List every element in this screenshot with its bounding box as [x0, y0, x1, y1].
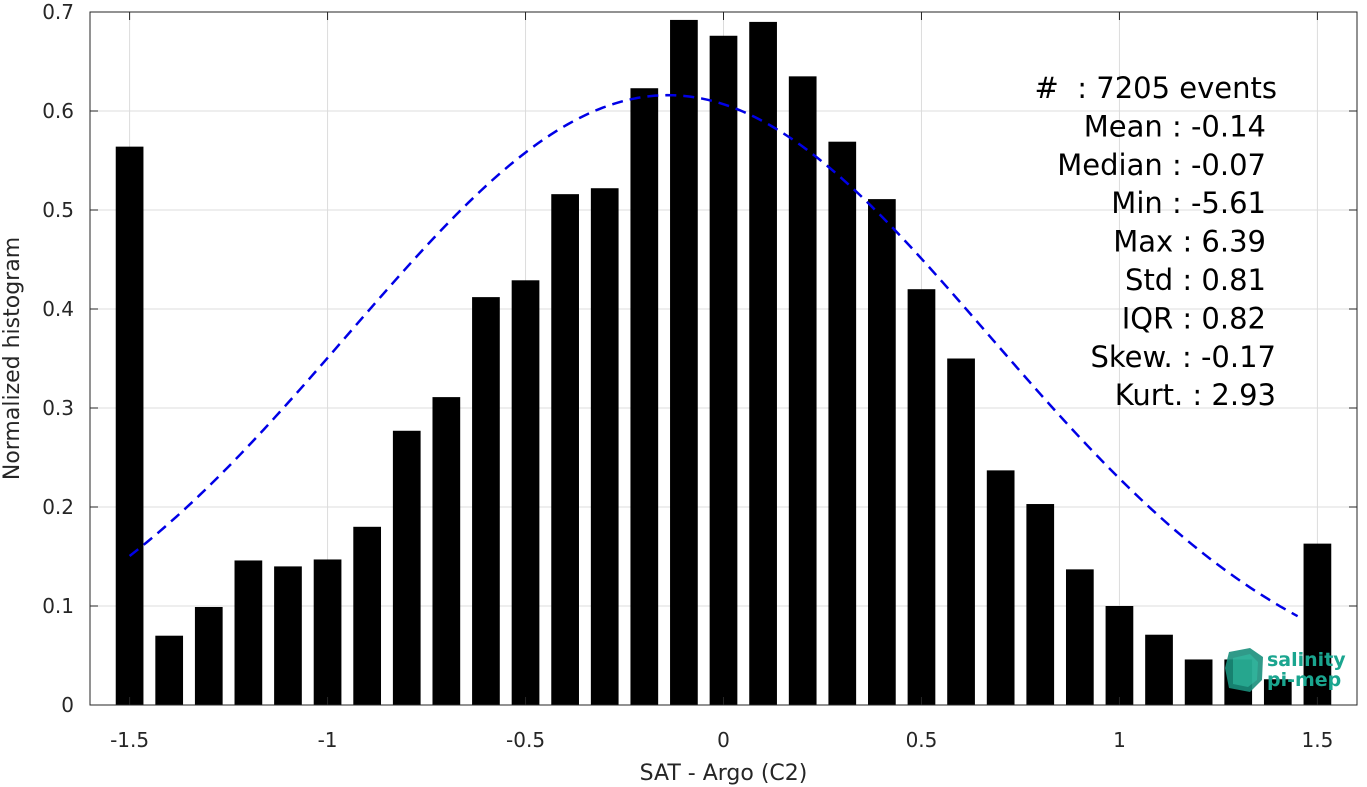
salinity-pimep-logo: salinity pi-mep	[1225, 648, 1346, 692]
bar-13	[630, 88, 659, 706]
bar-10	[511, 280, 540, 705]
bar-27	[1184, 659, 1213, 705]
bar-29	[1263, 679, 1292, 705]
bar-7	[392, 430, 421, 705]
bar-20	[907, 289, 936, 705]
x-tick-label-0: -1.5	[110, 728, 149, 752]
bar-18	[828, 141, 857, 705]
y-tick-label-6: 0.6	[42, 99, 74, 123]
y-tick-label-3: 0.3	[42, 396, 74, 420]
y-tick-labels: 0 0.1 0.2 0.3 0.4 0.5 0.6 0.7	[42, 0, 74, 717]
y-tick-label-5: 0.5	[42, 198, 74, 222]
x-tick-label-2: -0.5	[506, 728, 545, 752]
stats-box: # : 7205 events Mean : -0.14 Median : -0.0…	[1035, 71, 1277, 412]
x-tick-label-5: 1	[1113, 728, 1126, 752]
bar-24	[1065, 569, 1094, 705]
bar-21	[947, 358, 975, 705]
y-tick-label-0: 0	[61, 693, 74, 717]
stat-line-0: # : 7205 events	[1035, 71, 1277, 105]
bar-22	[986, 470, 1015, 705]
stat-line-3: Min : -5.61	[1111, 186, 1266, 220]
bar-19	[868, 199, 896, 706]
y-axis-label: Normalized histogram	[0, 237, 25, 480]
stat-line-1: Mean : -0.14	[1084, 109, 1266, 143]
bar-9	[472, 297, 500, 705]
bar-5	[313, 559, 342, 705]
x-axis-label: SAT - Argo (C2)	[640, 761, 808, 786]
bar-1	[155, 635, 184, 705]
x-tick-label-3: 0	[717, 728, 730, 752]
bar-0	[115, 146, 144, 705]
bar-14	[670, 19, 698, 706]
logo-cube-face-icon	[1233, 654, 1258, 687]
bar-16	[749, 21, 777, 705]
y-tick-label-4: 0.4	[42, 297, 74, 321]
stat-line-6: IQR : 0.82	[1122, 301, 1266, 335]
bars	[115, 19, 1332, 706]
y-tick-label-2: 0.2	[42, 495, 74, 519]
bar-11	[551, 194, 579, 705]
bar-6	[353, 526, 382, 705]
bar-15	[709, 35, 738, 705]
bar-8	[432, 397, 461, 705]
stat-line-8: Kurt. : 2.93	[1115, 378, 1276, 412]
logo-line2: pi-mep	[1267, 669, 1341, 691]
x-tick-label-6: 1.5	[1302, 728, 1334, 752]
normal-fit-curve	[128, 93, 1299, 618]
stat-line-4: Max : 6.39	[1113, 225, 1266, 259]
bar-12	[590, 188, 619, 706]
bar-23	[1026, 504, 1055, 705]
bar-25	[1105, 606, 1134, 705]
bar-4	[274, 566, 302, 705]
bar-17	[788, 76, 817, 706]
bar-2	[194, 606, 223, 705]
stat-line-5: Std : 0.81	[1125, 263, 1266, 297]
bar-30	[1303, 543, 1332, 705]
stat-line-7: Skew. : -0.17	[1090, 340, 1276, 374]
x-tick-label-1: -1	[318, 728, 338, 752]
y-tick-label-7: 0.7	[42, 0, 74, 24]
x-tick-labels: -1.5 -1 -0.5 0 0.5 1 1.5	[110, 728, 1333, 752]
bar-26	[1145, 634, 1173, 705]
x-tick-label-4: 0.5	[906, 728, 938, 752]
axis-ticks	[90, 11, 1357, 706]
logo-line1: salinity	[1267, 649, 1346, 671]
y-tick-label-1: 0.1	[42, 594, 74, 618]
stat-line-2: Median : -0.07	[1057, 148, 1266, 182]
bar-3	[234, 560, 263, 705]
